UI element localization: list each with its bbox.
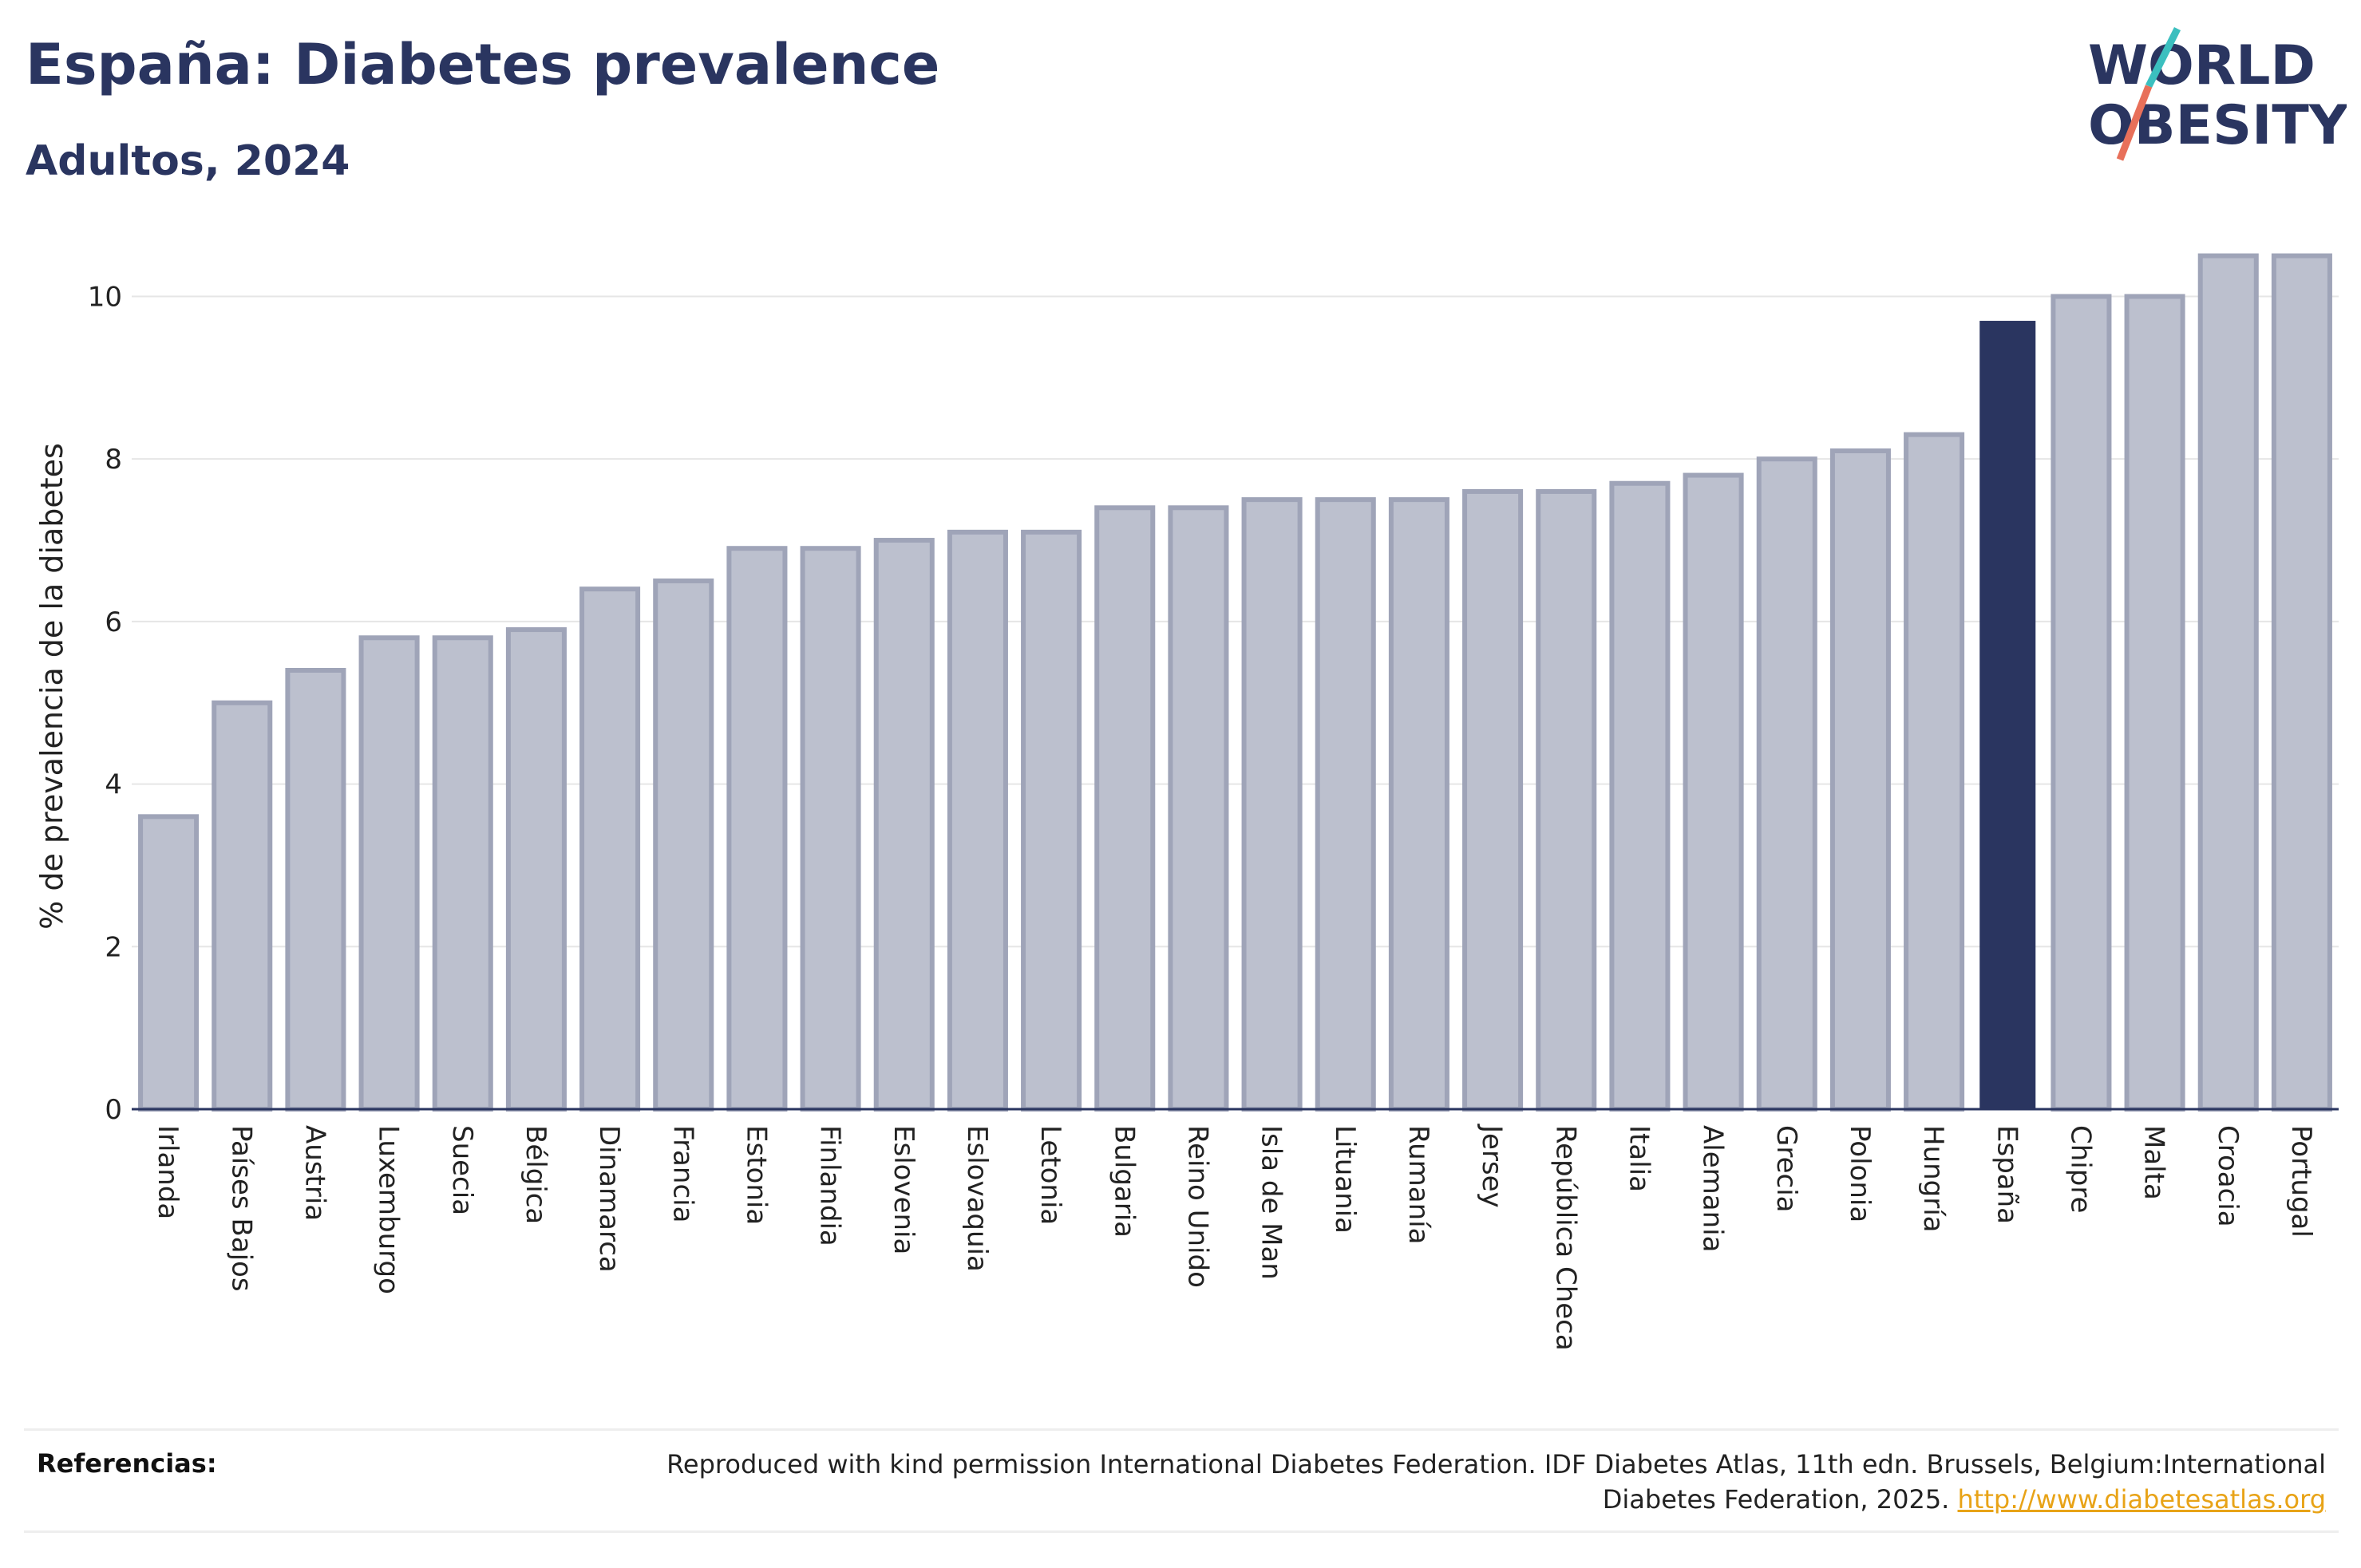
bar-jersey xyxy=(1462,488,1524,1112)
bar-malta xyxy=(2124,294,2185,1112)
bar-grecia xyxy=(1756,456,1817,1112)
bar-austria xyxy=(285,668,346,1112)
y-tick-label: 2 xyxy=(105,931,122,963)
bar-italia xyxy=(1609,480,1671,1112)
bar-chart: 0 2 4 6 8 10 Irlanda Países Bajos Austria Luxemb… xyxy=(34,253,2339,1351)
y-tick-label: 8 xyxy=(105,444,122,476)
bar-croacia xyxy=(2197,253,2259,1112)
bar-irlanda xyxy=(138,814,200,1112)
logo-slash-teal xyxy=(2145,26,2181,89)
x-tick-label: Finlandia xyxy=(814,1125,846,1246)
bar-luxemburgo xyxy=(358,635,420,1112)
world-obesity-logo: WORLD OBESITY xyxy=(2088,26,2347,161)
x-tick-label: Francia xyxy=(666,1125,698,1222)
bar-polonia xyxy=(1829,448,1891,1112)
bar-bélgica xyxy=(505,627,567,1112)
bar-portugal xyxy=(2271,253,2332,1112)
bar-finlandia xyxy=(800,546,861,1112)
bar-chipre xyxy=(2051,294,2112,1112)
x-tick-label: Países Bajos xyxy=(225,1125,257,1292)
x-tick-label: Malta xyxy=(2138,1125,2170,1200)
x-tick-label: Estonia xyxy=(740,1125,772,1225)
x-tick-label: Jersey xyxy=(1476,1124,1508,1208)
bar-bulgaria xyxy=(1094,505,1156,1112)
x-tick-label: Croacia xyxy=(2212,1125,2244,1227)
x-tick-label: Irlanda xyxy=(152,1125,184,1219)
x-tick-label: Isla de Man xyxy=(1256,1125,1287,1280)
bar-eslovaquia xyxy=(947,529,1008,1112)
chart-subtitle: Adultos, 2024 xyxy=(26,137,350,185)
logo-line-1: WORLD xyxy=(2088,34,2316,97)
x-tick-label: Hungría xyxy=(1917,1125,1949,1233)
logo-slash-coral xyxy=(2116,85,2153,161)
x-tick-label: Bélgica xyxy=(520,1125,552,1224)
x-tick-label: Letonia xyxy=(1034,1125,1066,1225)
bar-estonia xyxy=(726,546,788,1112)
bar-letonia xyxy=(1021,529,1082,1112)
x-tick-label: Grecia xyxy=(1770,1125,1802,1212)
bar-república-checa xyxy=(1536,488,1597,1112)
bar-isla-de-man xyxy=(1241,497,1303,1112)
bar-reino-unido xyxy=(1168,505,1229,1112)
references-link[interactable]: http://www.diabetesatlas.org xyxy=(1957,1484,2326,1515)
x-tick-label: Rumanía xyxy=(1402,1125,1434,1244)
y-axis-ticks: 0 2 4 6 8 10 xyxy=(88,281,122,1126)
x-tick-label: Lituania xyxy=(1329,1125,1361,1234)
bar-alemania xyxy=(1683,472,1744,1112)
bar-eslovenia xyxy=(873,538,935,1112)
bar-rumanía xyxy=(1388,497,1449,1112)
bar-españa xyxy=(1979,321,2036,1109)
bar-suecia xyxy=(432,635,493,1112)
x-axis-ticks: Irlanda Países Bajos Austria Luxemburgo Suec… xyxy=(152,1124,2317,1351)
x-tick-label: Portugal xyxy=(2285,1125,2317,1238)
x-tick-label: Chipre xyxy=(2064,1125,2096,1213)
y-tick-label: 4 xyxy=(105,769,122,801)
x-tick-label: Dinamarca xyxy=(593,1125,625,1273)
y-axis-title: % de prevalencia de la diabetes xyxy=(34,443,69,930)
bar-francia xyxy=(653,578,714,1112)
chart-title: España: Diabetes prevalence xyxy=(26,32,940,97)
x-tick-label: Alemania xyxy=(1697,1125,1729,1252)
x-tick-label: Bulgaria xyxy=(1108,1125,1140,1238)
y-tick-label: 10 xyxy=(88,281,122,313)
x-tick-label: Eslovaquia xyxy=(961,1125,993,1272)
x-tick-label: Reino Unido xyxy=(1181,1125,1213,1288)
references-label: Referencias: xyxy=(37,1448,217,1479)
references-body: Reproduced with kind permission Internat… xyxy=(666,1449,2326,1515)
x-tick-label: España xyxy=(1991,1125,2023,1224)
bar-lituania xyxy=(1315,497,1376,1112)
x-tick-label: República Checa xyxy=(1549,1125,1581,1351)
x-tick-label: Austria xyxy=(299,1125,330,1221)
x-tick-label: Italia xyxy=(1623,1125,1655,1192)
bars xyxy=(138,253,2332,1112)
bar-países-bajos xyxy=(212,700,273,1112)
references-text: Reproduced with kind permission Internat… xyxy=(570,1447,2326,1517)
y-tick-label: 0 xyxy=(105,1094,122,1126)
x-tick-label: Polonia xyxy=(1844,1125,1876,1222)
x-tick-label: Luxemburgo xyxy=(373,1125,405,1294)
x-tick-label: Eslovenia xyxy=(888,1125,919,1254)
y-tick-label: 6 xyxy=(105,606,122,638)
bar-dinamarca xyxy=(579,587,641,1112)
references-panel: Referencias: Reproduced with kind permis… xyxy=(24,1428,2339,1533)
x-tick-label: Suecia xyxy=(446,1125,478,1215)
bar-hungría xyxy=(1904,432,1965,1112)
